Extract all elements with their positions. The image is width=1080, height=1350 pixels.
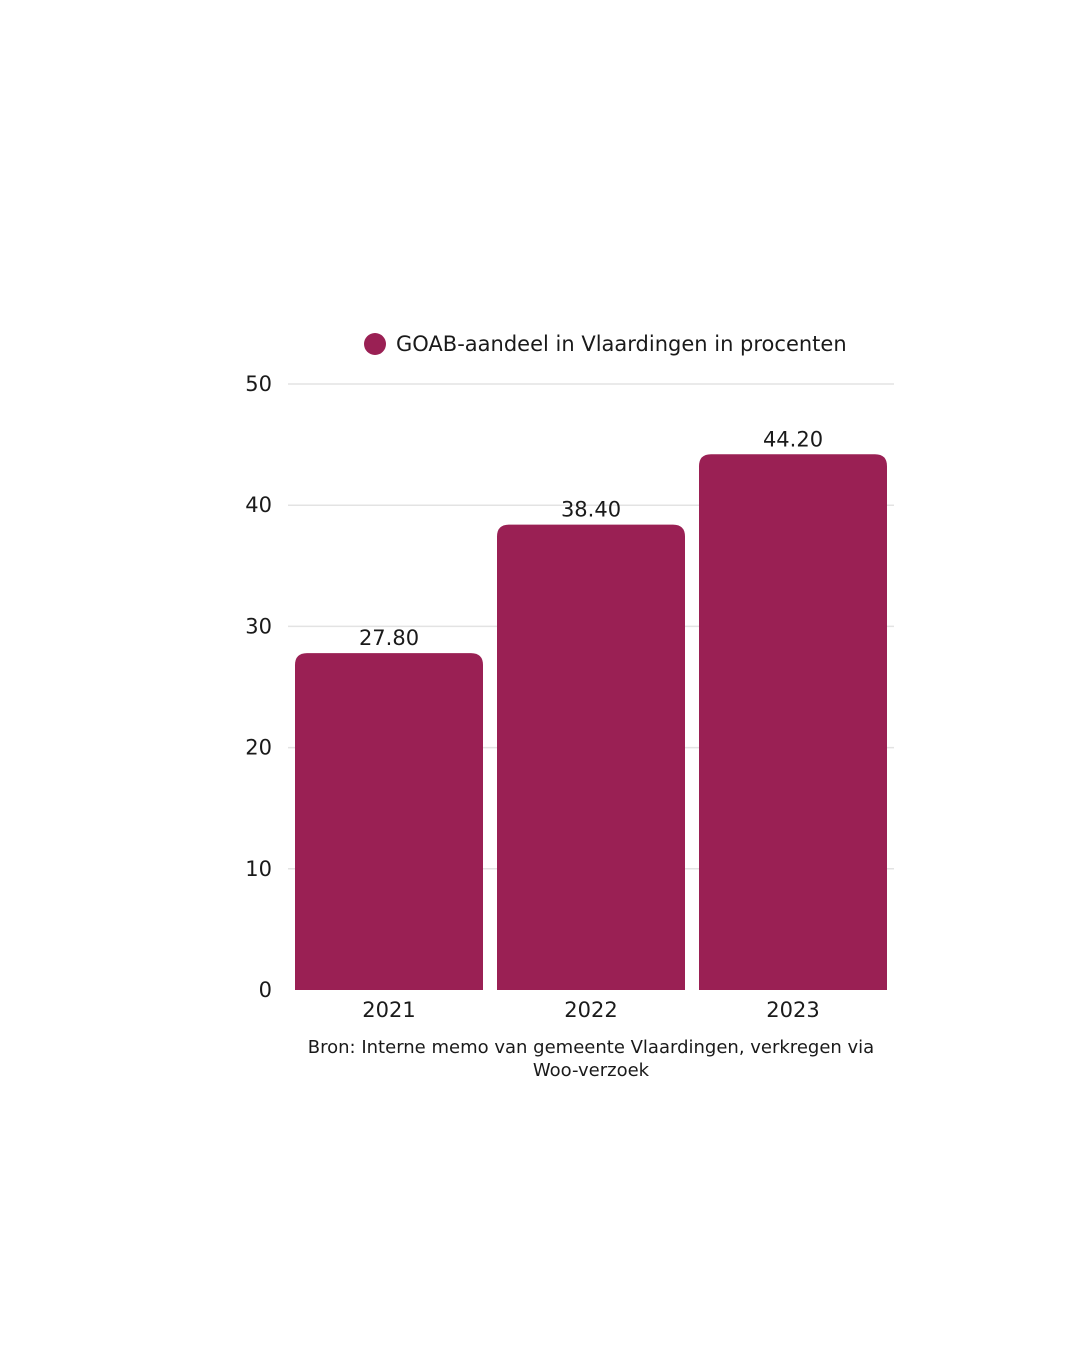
legend-swatch	[364, 333, 386, 355]
y-tick-label: 40	[245, 493, 272, 517]
y-axis: 0 10 20 30 40 50	[245, 372, 272, 1002]
x-tick-label: 2023	[766, 998, 819, 1022]
bar	[497, 524, 685, 990]
x-tick-label: 2022	[564, 998, 617, 1022]
value-labels: 27.80 38.40 44.20	[359, 427, 823, 650]
x-tick-label: 2021	[362, 998, 415, 1022]
bar-value-label: 38.40	[561, 498, 621, 522]
y-tick-label: 50	[245, 372, 272, 396]
legend: GOAB-aandeel in Vlaardingen in procenten	[364, 332, 847, 356]
source-note: Bron: Interne memo van gemeente Vlaardin…	[307, 1037, 875, 1081]
bar-value-label: 44.20	[763, 427, 823, 451]
y-tick-label: 20	[245, 736, 272, 760]
bar	[295, 653, 483, 990]
legend-label: GOAB-aandeel in Vlaardingen in procenten	[396, 332, 847, 356]
y-tick-label: 10	[245, 857, 272, 881]
y-tick-label: 30	[245, 614, 272, 638]
bar-value-label: 27.80	[359, 626, 419, 650]
y-tick-label: 0	[259, 978, 272, 1002]
bar	[699, 454, 887, 990]
bars	[295, 454, 887, 990]
x-axis: 2021 2022 2023	[362, 998, 819, 1022]
